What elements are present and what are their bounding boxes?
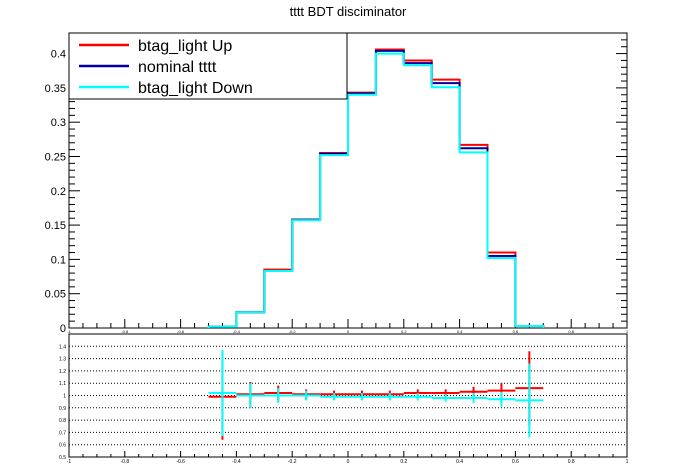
x-tick-label: -0.6	[176, 459, 185, 465]
ratio-y-tick-label: 1.4	[59, 344, 66, 350]
ratio-y-tick-label: 1	[63, 394, 66, 400]
y-tick-label: 0.1	[51, 254, 66, 266]
main-x-tick-label: -0.2	[289, 329, 297, 334]
x-tick-label: -1	[67, 459, 72, 465]
ratio-y-tick-label: 1.2	[59, 369, 66, 375]
histogram-series-3	[207, 52, 545, 328]
legend-label-2: nominal tttt	[138, 59, 217, 76]
y-tick-label: 0.15	[45, 220, 66, 232]
legend-label-3: btag_light Down	[138, 80, 253, 97]
y-tick-label: 0.35	[45, 83, 66, 95]
ratio-y-tick-label: 1.3	[59, 357, 66, 363]
main-x-tick-label: 0.8	[568, 329, 574, 334]
y-tick-label: 0.25	[45, 151, 66, 163]
legend-label-1: btag_light Up	[138, 38, 232, 55]
main-x-tick-label: 0.4	[457, 329, 463, 334]
main-x-tick-label: -0.8	[121, 329, 129, 334]
x-tick-label: -0.4	[232, 459, 241, 465]
main-x-tick-label: -1	[67, 329, 71, 334]
main-x-tick-label: 1	[626, 329, 629, 334]
x-tick-label: -0.8	[120, 459, 129, 465]
main-x-tick-label: -0.4	[233, 329, 241, 334]
x-tick-label: 1	[626, 459, 629, 465]
x-tick-label: 0.6	[512, 459, 519, 465]
main-x-tick-label: 0.2	[401, 329, 407, 334]
chart-title: tttt BDT disciminator	[290, 4, 407, 19]
y-tick-label: 0.2	[51, 186, 66, 198]
ratio-y-tick-label: 0.5	[59, 455, 66, 461]
y-tick-label: 0.3	[51, 117, 66, 129]
y-tick-label: 0.4	[51, 49, 66, 61]
main-x-tick-label: 0	[347, 329, 350, 334]
main-x-tick-label: -0.6	[177, 329, 185, 334]
ratio-y-tick-label: 0.9	[59, 406, 66, 412]
ratio-y-tick-label: 0.7	[59, 430, 66, 436]
x-tick-label: -0.2	[288, 459, 297, 465]
x-tick-label: 0	[347, 459, 350, 465]
x-tick-label: 0.4	[456, 459, 463, 465]
ratio-y-tick-label: 0.8	[59, 418, 66, 424]
y-tick-label: 0.05	[45, 289, 66, 301]
main-plot-area: 0 0.05 0.1 0.15 0.2 0.25 0.3 0.35 0.4 -1 -0.8 -0.6 -…	[45, 32, 629, 335]
ratio-y-tick-label: 0.6	[59, 443, 66, 449]
x-tick-label: 0.2	[400, 459, 407, 465]
y-tick-label: 0	[60, 323, 66, 335]
legend: btag_light Up nominal tttt btag_light Down	[68, 32, 348, 100]
ratio-y-tick-label: 1.1	[59, 381, 66, 387]
main-x-tick-label: 0.6	[513, 329, 519, 334]
x-tick-label: 0.8	[568, 459, 575, 465]
ratio-plot-area: 0.5 0.6 0.7 0.8 0.9 1 1.1 1.2 1.3 1.4 -1 -0.8 -0.6 -0…	[59, 333, 629, 465]
